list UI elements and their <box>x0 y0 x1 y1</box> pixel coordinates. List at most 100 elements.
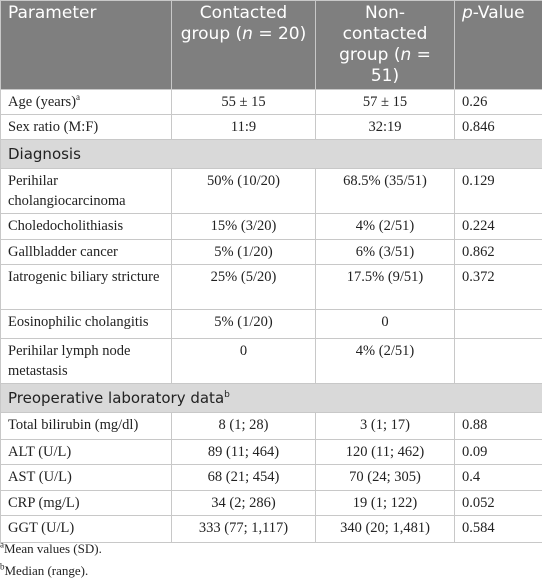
header-text: Contacted group ( <box>180 3 288 44</box>
cell-text: 0 <box>381 314 389 330</box>
row-label: Choledocholithiasis <box>8 218 124 234</box>
cell-text: 0.129 <box>462 173 495 189</box>
p-value-cell: 0.372 <box>454 264 542 310</box>
p-value-cell: 0.88 <box>454 412 542 440</box>
data-row: AST (U/L) 68 (21; 454) 70 (24; 305) 0.4 <box>0 464 542 491</box>
cell-text: 15% (3/20) <box>210 218 277 234</box>
row-label: Age (years) <box>8 94 77 110</box>
p-value-cell: 0.129 <box>454 168 542 214</box>
header-text: = 51) <box>370 45 431 86</box>
p-value-cell: 0.4 <box>454 464 542 491</box>
cell-text: 32:19 <box>368 119 402 135</box>
value-cell: 5% (1/20) <box>171 309 316 339</box>
section-title: Diagnosis <box>8 145 81 163</box>
footnote-mark: b <box>0 561 5 572</box>
row-label-cell: Sex ratio (M:F) <box>0 114 172 140</box>
value-cell: 15% (3/20) <box>171 213 316 240</box>
value-cell: 17.5% (9/51) <box>315 264 455 310</box>
cell-text: 68.5% (35/51) <box>343 173 427 189</box>
value-cell: 120 (11; 462) <box>315 439 455 465</box>
row-label: Perihilar cholangiocarcinoma <box>8 173 126 209</box>
p-value-cell <box>454 338 542 384</box>
cell-text: 68 (21; 454) <box>207 469 280 485</box>
footnote-mark: a <box>76 92 81 103</box>
cell-text: 333 (77; 1,117) <box>198 520 289 536</box>
cell-text: 8 (1; 28) <box>218 417 269 433</box>
value-cell: 70 (24; 305) <box>315 464 455 491</box>
row-label-cell: Perihilar cholangiocarcinoma <box>0 168 172 214</box>
value-cell: 0 <box>315 309 455 339</box>
footnote: aMean values (SD). <box>0 540 102 557</box>
p-value-cell: 0.224 <box>454 213 542 240</box>
row-label: Sex ratio (M:F) <box>8 119 99 135</box>
table-body: Age (years)a 55 ± 15 57 ± 15 0.26 Sex ratio … <box>0 89 542 543</box>
row-label-cell: CRP (mg/L) <box>0 490 172 516</box>
cell-text: 70 (24; 305) <box>349 469 421 485</box>
row-label: Iatrogenic biliary stricture <box>8 269 160 285</box>
footnote-text: Mean values (SD). <box>4 541 102 556</box>
row-label-cell: Age (years)a <box>0 89 172 115</box>
row-label: Gallbladder cancer <box>8 244 118 260</box>
section-row: Diagnosis <box>0 139 542 169</box>
p-value-cell: 0.862 <box>454 239 542 265</box>
row-label-cell: Eosinophilic cholangitis <box>0 309 172 339</box>
cell-text: 0.846 <box>462 119 495 135</box>
data-row: CRP (mg/L) 34 (2; 286) 19 (1; 122) 0.052 <box>0 490 542 516</box>
header-cell: Parameter <box>0 0 172 90</box>
cell-text: 34 (2; 286) <box>211 495 276 511</box>
data-row: Choledocholithiasis 15% (3/20) 4% (2/51) 0.… <box>0 213 542 240</box>
row-label-cell: Iatrogenic biliary stricture <box>0 264 172 310</box>
cell-text: 5% (1/20) <box>214 314 273 330</box>
header-cell: Contacted group (n = 20) <box>171 0 316 90</box>
cell-text: 0.88 <box>462 417 488 433</box>
cell-text: 6% (3/51) <box>355 244 415 260</box>
value-cell: 32:19 <box>315 114 455 140</box>
value-cell: 0 <box>171 338 316 384</box>
p-value-cell: 0.846 <box>454 114 542 140</box>
value-cell: 4% (2/51) <box>315 213 455 240</box>
cell-text: 50% (10/20) <box>207 173 280 189</box>
value-cell: 333 (77; 1,117) <box>171 515 316 543</box>
data-table: Parameter Contacted group (n = 20) Non-c… <box>0 0 542 543</box>
cell-text: 57 ± 15 <box>362 94 408 110</box>
section-cell: Diagnosis <box>0 139 542 169</box>
header-italic: p <box>462 3 473 23</box>
row-label-cell: GGT (U/L) <box>0 515 172 543</box>
footnote: bMedian (range). <box>0 561 89 579</box>
cell-text: 55 ± 15 <box>221 94 266 110</box>
row-label: GGT (U/L) <box>8 520 75 536</box>
p-value-cell: 0.052 <box>454 490 542 516</box>
cell-text: 0.052 <box>462 495 495 511</box>
data-row: Total bilirubin (mg/dl) 8 (1; 28) 3 (1; 17… <box>0 412 542 440</box>
header-cell: p-Value <box>454 0 542 90</box>
cell-text: 19 (1; 122) <box>352 495 418 511</box>
data-row: Age (years)a 55 ± 15 57 ± 15 0.26 <box>0 89 542 115</box>
cell-text: 0.224 <box>462 218 495 234</box>
value-cell: 57 ± 15 <box>315 89 455 115</box>
row-label: AST (U/L) <box>8 469 72 485</box>
value-cell: 19 (1; 122) <box>315 490 455 516</box>
header-text: = 20) <box>252 24 307 44</box>
row-label: Total bilirubin (mg/dl) <box>8 417 139 433</box>
footnote-mark: b <box>224 390 230 400</box>
value-cell: 4% (2/51) <box>315 338 455 384</box>
header-italic: n <box>242 24 253 44</box>
data-row: Iatrogenic biliary stricture 25% (5/20) 17… <box>0 264 542 310</box>
row-label: Eosinophilic cholangitis <box>8 314 149 330</box>
header-text: -Value <box>472 3 525 23</box>
cell-text: 340 (20; 1,481) <box>340 520 430 536</box>
data-row: Perihilar lymph node metastasis 0 4% (2/51… <box>0 338 542 384</box>
cell-text: 0.584 <box>462 520 495 536</box>
header-text: Parameter <box>8 3 97 23</box>
p-value-cell <box>454 309 542 339</box>
value-cell: 55 ± 15 <box>171 89 316 115</box>
cell-text: 0.4 <box>462 469 481 485</box>
value-cell: 5% (1/20) <box>171 239 316 265</box>
cell-text: 0.372 <box>462 269 495 285</box>
p-value-cell: 0.09 <box>454 439 542 465</box>
cell-text: 120 (11; 462) <box>345 444 425 460</box>
data-row: Sex ratio (M:F) 11:9 32:19 0.846 <box>0 114 542 140</box>
footnote-text: Median (range). <box>4 563 89 578</box>
cell-text: 3 (1; 17) <box>360 417 410 433</box>
